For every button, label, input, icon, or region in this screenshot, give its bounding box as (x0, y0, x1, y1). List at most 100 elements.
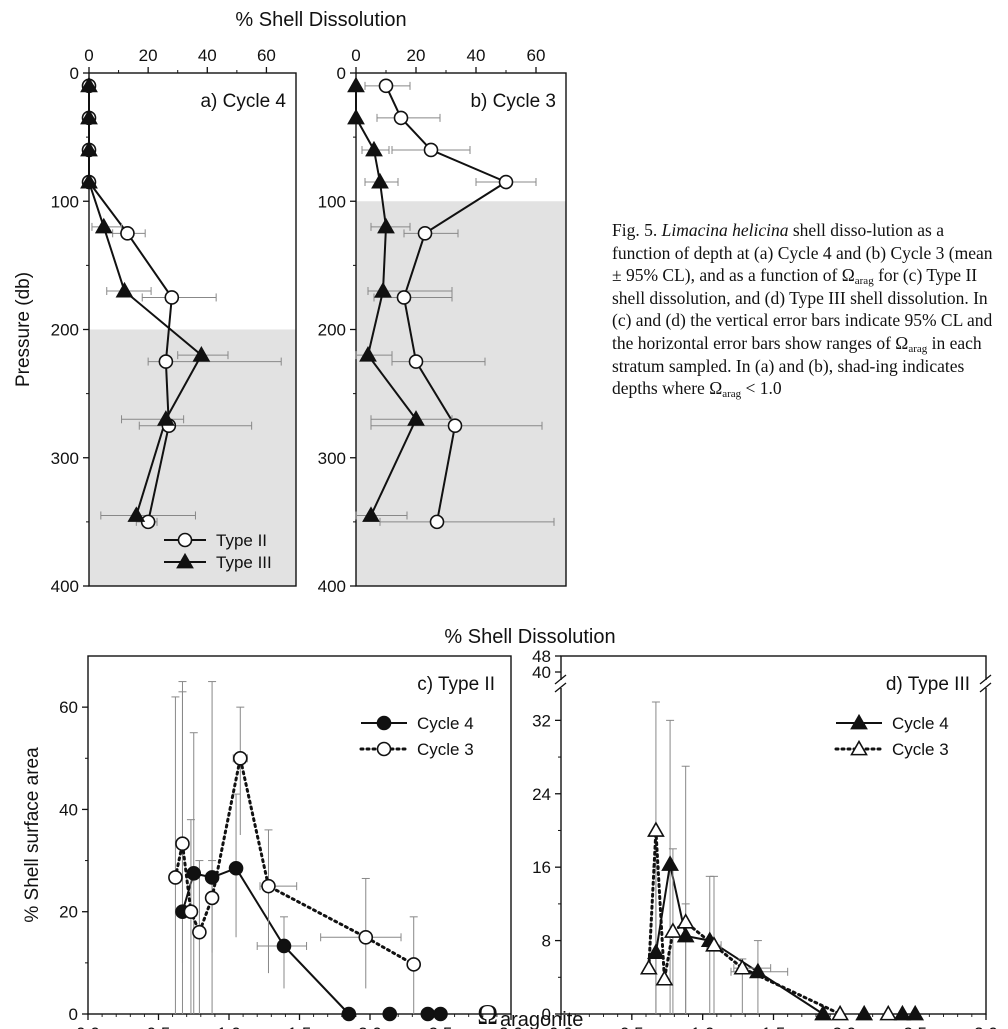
panel-b-xtick-label: 20 (407, 46, 426, 65)
panel-c-series-1-point (168, 870, 183, 885)
caption-sub-3: arag (722, 388, 742, 401)
panel-b-series-1-point (374, 281, 392, 298)
y-axis-label-shell-area: % Shell surface area (22, 747, 43, 923)
panel-a-series-1-point (157, 410, 175, 426)
panel-d-axis-break-mark (979, 682, 992, 693)
panel-b-series-1-point (347, 76, 365, 93)
panel-d-ytick-break-label: 40 (532, 663, 551, 682)
caption-sub-2: arag (908, 342, 928, 355)
caption-text-1: shell disso-lution as a function of dept… (612, 220, 993, 286)
panel-a-series-1-point (94, 217, 113, 234)
panel-d-series-1-point (733, 959, 752, 975)
panel-b-series-1-point (371, 172, 389, 189)
panel-a-series-1-point (80, 172, 98, 189)
panel-d-xtick-label: 2.5 (903, 1024, 927, 1029)
panel-d-series-1-point (655, 970, 674, 986)
panel-d-xtick-label: 1.0 (691, 1024, 715, 1029)
panel-d-series-0-point (661, 855, 679, 871)
panel-b-xtick-label: 60 (527, 46, 546, 65)
panel-c-frame (87, 655, 512, 1015)
bottom-section-title: % Shell Dissolution (444, 626, 615, 648)
panel-c-series-0-point (276, 938, 292, 954)
panel-d-ytick-break-label: 48 (532, 647, 551, 666)
panel-b-shading (356, 201, 566, 586)
panel-d-legend-label: Cycle 4 (892, 714, 949, 733)
panel-d-xtick-label: 1.5 (762, 1024, 786, 1029)
panel-b-series-1-point (362, 506, 380, 522)
panel-d-series-1-point (647, 821, 665, 837)
panel-c-legend-label: Cycle 3 (417, 740, 474, 759)
panel-d-series-0-point (749, 962, 767, 979)
panel-d-series-2-point (906, 1004, 925, 1021)
panel-d-series-0-line (654, 864, 824, 1015)
panel-a-ytick-label: 200 (51, 321, 79, 340)
panel-c-ytick-label: 0 (69, 1005, 78, 1024)
panel-b-ytick-label: 0 (337, 64, 346, 83)
caption-lead: Fig. 5. (612, 220, 658, 240)
panel-d-axis-break-gap (557, 680, 565, 688)
panel-d-series-0-point (814, 1004, 832, 1021)
panel-c-xtick-label: 0.0 (76, 1024, 100, 1029)
panel-a-series-1-point (80, 140, 98, 157)
panel-b-series-1-point (359, 346, 377, 362)
panel-b-series-0-point (378, 78, 394, 94)
panel-d-axis-break-mark (979, 674, 992, 685)
caption-text-4: < 1.0 (741, 378, 782, 399)
panel-d-xtick-label: 2.0 (833, 1024, 857, 1029)
panel-b-series-1-point (365, 140, 383, 157)
panel-a-series-1-point (192, 346, 211, 362)
panel-c-series-1-point (192, 924, 207, 940)
panel-a-xtick-label: 0 (84, 46, 93, 65)
panel-b-ytick-label: 400 (318, 577, 346, 596)
panel-b-series-1-point (347, 108, 365, 125)
panel-c-ytick-label: 20 (59, 903, 78, 922)
panel-a-ytick-label: 0 (70, 64, 79, 83)
panel-d-series-1-point (831, 1004, 849, 1021)
caption-species: Limacina helicina (661, 220, 789, 240)
panel-b-series-0-point (417, 226, 433, 241)
panel-c-series-0-point (228, 860, 244, 876)
panel-b-ytick-label: 100 (318, 192, 346, 211)
panel-b-xtick-label: 0 (351, 46, 360, 65)
panel-a-series-1-point (80, 76, 98, 93)
caption-text-3: in each stratum sampled. In (a) and (b),… (612, 332, 982, 399)
panel-d-series-3-point (879, 1004, 898, 1021)
y-axis-label-pressure: Pressure (db) (13, 272, 34, 387)
panel-c-series-2-point (382, 1006, 398, 1022)
x-axis-label-omega-sub: aragonite (500, 1009, 583, 1029)
panel-a-series-0-point (120, 226, 135, 241)
panel-a-xtick-label: 20 (139, 46, 158, 65)
panel-d-ytick-label: 8 (542, 932, 551, 951)
panel-d-ytick-label: 32 (532, 711, 551, 730)
panel-b-series-0-point (498, 174, 514, 190)
panel-d-frame (560, 655, 987, 1015)
panel-c-series-1-point (204, 890, 220, 906)
panel-b-title: b) Cycle 3 (470, 91, 556, 112)
panel-a-ytick-label: 400 (51, 577, 79, 596)
panel-b-series-0-point (429, 514, 445, 530)
panel-d-axis-break-gap (982, 680, 990, 688)
panel-b-ytick-label: 200 (318, 321, 346, 340)
panel-d-series-1-line (647, 830, 842, 1016)
panel-c-series-2-point (433, 1006, 448, 1022)
panel-c-xtick-label: 2.5 (429, 1024, 453, 1029)
panel-c-series-1-point (406, 957, 422, 972)
panel-c-xtick-label: 1.0 (217, 1024, 241, 1029)
panel-b-series-1-point (407, 410, 425, 426)
panel-a-legend-label: Type III (216, 553, 272, 572)
panel-c-title: c) Type II (417, 674, 495, 695)
caption-sub-1: arag (854, 275, 874, 288)
panel-d-series-1-point (639, 959, 658, 975)
panel-c-ytick-label: 40 (59, 800, 78, 819)
panel-a-title: a) Cycle 4 (200, 91, 286, 112)
panel-d-legend-marker (850, 739, 868, 756)
panel-d-series-0-point (676, 926, 695, 943)
panel-d-series-1-point (705, 936, 723, 952)
panel-a-series-0-point (158, 354, 174, 369)
panel-d-series-1-point (676, 913, 695, 929)
panel-a-legend-label: Type II (216, 531, 267, 550)
panel-a-series-1-point (115, 281, 134, 298)
panel-a-ytick-label: 100 (51, 192, 79, 211)
panel-c-xtick-label: 2.0 (358, 1024, 382, 1029)
